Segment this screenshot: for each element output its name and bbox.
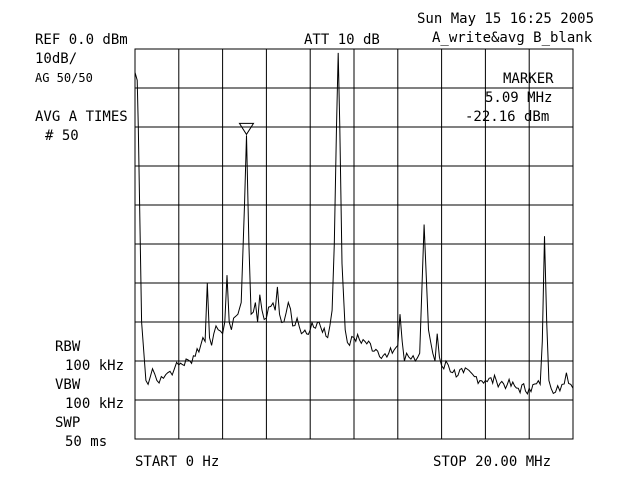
swp-label: SWP [55,415,81,431]
marker-frequency: 5.09 MHz [485,90,553,106]
stop-frequency-label: STOP 20.00 MHz [433,454,552,470]
vbw-label: VBW [55,377,81,393]
ref-level-label: REF 0.0 dBm [35,32,128,48]
marker-title: MARKER [503,71,554,87]
rbw-value: 100 kHz [65,358,125,374]
datetime-label: Sun May 15 16:25 2005 [417,11,595,27]
marker-triangle-icon [238,122,255,136]
trace-mode-label: A_write&avg B_blank [432,30,593,46]
marker-amplitude: -22.16 dBm [465,109,550,125]
start-frequency-label: START 0 Hz [135,454,220,470]
spectrum-trace [134,52,574,396]
scale-label: 10dB/ [35,51,78,67]
vbw-value: 100 kHz [65,396,125,412]
plot-grid [134,48,574,440]
attenuation-label: ATT 10 dB [304,32,380,48]
avg-gate-label: AG 50/50 [35,71,93,85]
avg-count-label: # 50 [45,128,79,144]
avg-label: AVG A TIMES [35,109,128,125]
rbw-label: RBW [55,339,81,355]
swp-value: 50 ms [65,434,108,450]
